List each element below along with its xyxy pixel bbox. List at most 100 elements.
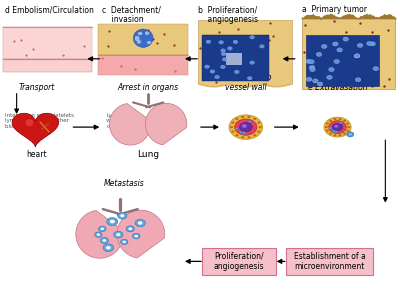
- FancyBboxPatch shape: [3, 27, 92, 59]
- Circle shape: [260, 45, 264, 48]
- Circle shape: [235, 118, 238, 120]
- Circle shape: [147, 41, 151, 44]
- Circle shape: [250, 61, 254, 64]
- Circle shape: [248, 116, 251, 118]
- Circle shape: [349, 133, 352, 135]
- Circle shape: [309, 60, 314, 64]
- Circle shape: [327, 75, 332, 79]
- Text: Establishment of a
microenvironment: Establishment of a microenvironment: [294, 252, 366, 271]
- Circle shape: [243, 132, 246, 134]
- Circle shape: [219, 41, 224, 44]
- Circle shape: [97, 233, 100, 236]
- FancyBboxPatch shape: [286, 248, 373, 275]
- Circle shape: [118, 212, 127, 219]
- Circle shape: [317, 82, 323, 86]
- Text: Arrest in organs: Arrest in organs: [118, 83, 179, 92]
- Circle shape: [343, 120, 346, 122]
- Circle shape: [332, 42, 338, 46]
- Circle shape: [135, 219, 145, 227]
- Polygon shape: [117, 210, 165, 258]
- Circle shape: [137, 40, 141, 43]
- Circle shape: [329, 121, 346, 133]
- Circle shape: [355, 78, 361, 82]
- Text: b  Proliferation/
    angiogenesis: b Proliferation/ angiogenesis: [198, 5, 258, 25]
- Text: e Extravasation: e Extravasation: [308, 83, 367, 92]
- Circle shape: [346, 129, 349, 132]
- Circle shape: [334, 60, 340, 64]
- Circle shape: [138, 221, 142, 225]
- Circle shape: [257, 121, 260, 124]
- Circle shape: [240, 122, 252, 132]
- Circle shape: [257, 131, 260, 133]
- Circle shape: [334, 131, 337, 133]
- Circle shape: [230, 126, 233, 128]
- Polygon shape: [12, 113, 59, 147]
- Circle shape: [347, 132, 354, 137]
- FancyBboxPatch shape: [3, 59, 92, 72]
- Circle shape: [316, 52, 322, 56]
- Text: a  Primary tumor: a Primary tumor: [302, 5, 367, 14]
- Circle shape: [106, 246, 111, 249]
- Circle shape: [116, 233, 120, 236]
- Text: Lymphatics
venules
capilleries: Lymphatics venules capilleries: [106, 113, 138, 129]
- Circle shape: [343, 37, 348, 41]
- Circle shape: [373, 67, 378, 71]
- Circle shape: [329, 127, 332, 129]
- Circle shape: [235, 134, 238, 136]
- Circle shape: [132, 233, 140, 239]
- Circle shape: [242, 132, 245, 135]
- FancyBboxPatch shape: [3, 27, 92, 59]
- Circle shape: [329, 132, 332, 135]
- Circle shape: [234, 70, 239, 74]
- Circle shape: [347, 126, 350, 128]
- Circle shape: [334, 125, 338, 128]
- Circle shape: [370, 42, 376, 46]
- Text: heart: heart: [26, 150, 47, 159]
- Text: Metastasis: Metastasis: [104, 179, 145, 188]
- Circle shape: [95, 232, 102, 237]
- Circle shape: [366, 41, 372, 46]
- Circle shape: [114, 231, 123, 238]
- Circle shape: [231, 121, 234, 124]
- Circle shape: [120, 214, 124, 217]
- Circle shape: [247, 77, 252, 80]
- Circle shape: [100, 237, 108, 244]
- Circle shape: [250, 36, 254, 39]
- Circle shape: [332, 130, 335, 132]
- Text: Interaction with platelets
lymphocytes and other
blood components: Interaction with platelets lymphocytes a…: [5, 113, 74, 129]
- Circle shape: [241, 116, 244, 118]
- Circle shape: [322, 44, 327, 48]
- Circle shape: [310, 67, 315, 72]
- FancyBboxPatch shape: [306, 35, 379, 86]
- Circle shape: [329, 120, 332, 122]
- Circle shape: [354, 54, 360, 58]
- Circle shape: [101, 227, 104, 230]
- Circle shape: [205, 65, 210, 68]
- Circle shape: [102, 239, 106, 242]
- Circle shape: [233, 40, 238, 44]
- Circle shape: [312, 79, 318, 83]
- Circle shape: [210, 70, 215, 73]
- FancyBboxPatch shape: [98, 55, 188, 75]
- Circle shape: [258, 126, 262, 128]
- Circle shape: [123, 241, 126, 243]
- Circle shape: [206, 40, 211, 44]
- Circle shape: [222, 58, 227, 61]
- Circle shape: [241, 136, 244, 138]
- Circle shape: [126, 226, 134, 232]
- Circle shape: [306, 77, 312, 81]
- Circle shape: [253, 134, 256, 136]
- Circle shape: [221, 52, 226, 56]
- Circle shape: [248, 120, 251, 123]
- Text: Lung: Lung: [137, 150, 159, 159]
- Circle shape: [228, 47, 232, 50]
- Circle shape: [134, 235, 138, 237]
- FancyBboxPatch shape: [302, 18, 395, 89]
- Circle shape: [239, 131, 242, 133]
- FancyBboxPatch shape: [98, 24, 188, 55]
- Circle shape: [231, 131, 234, 133]
- Circle shape: [338, 134, 342, 136]
- Circle shape: [329, 67, 334, 72]
- Polygon shape: [110, 104, 151, 145]
- Circle shape: [138, 32, 142, 35]
